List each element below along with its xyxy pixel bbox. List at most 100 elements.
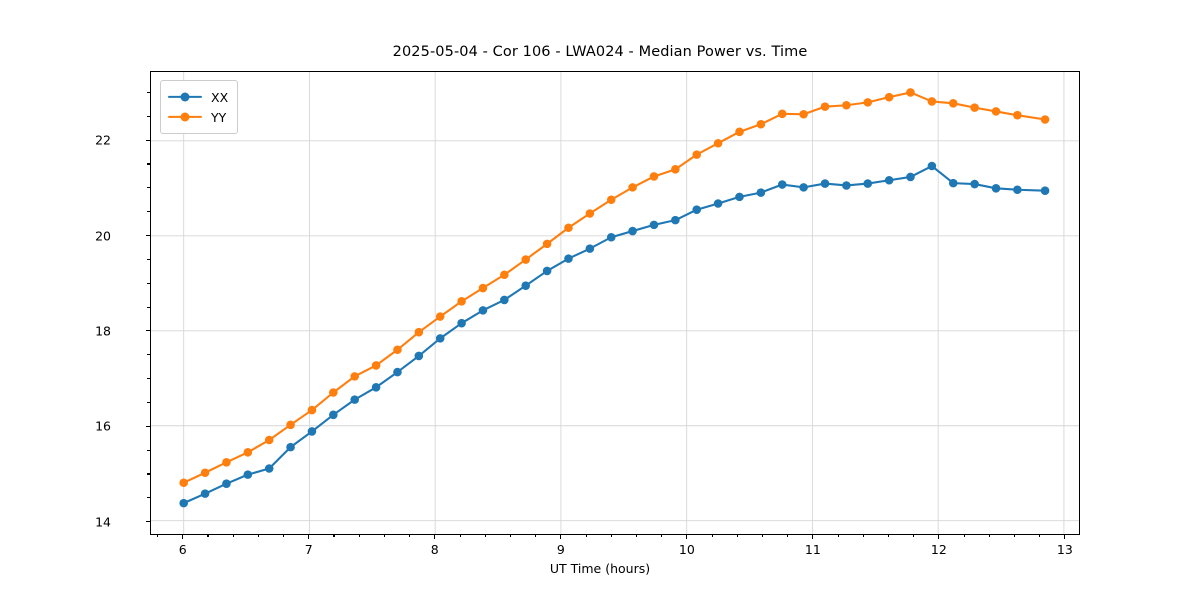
x-tick-label: 7 — [304, 542, 313, 557]
y-tick-mark — [145, 235, 150, 237]
x-tick-mark-minor — [963, 534, 965, 537]
data-point-yy — [799, 109, 808, 119]
data-point-xx — [863, 179, 873, 188]
data-point-xx — [756, 188, 766, 197]
data-point-yy — [585, 209, 595, 218]
y-tick-label: 18 — [95, 323, 111, 339]
x-tick-label: 10 — [678, 542, 695, 557]
x-tick-mark — [434, 534, 436, 539]
x-tick-mark-minor — [409, 534, 411, 537]
data-point-yy — [863, 98, 873, 107]
data-point-yy — [286, 420, 295, 430]
x-tick-label: 9 — [556, 542, 565, 557]
x-tick-mark-minor — [862, 534, 864, 537]
data-point-yy — [649, 172, 659, 181]
series-line-xx — [182, 164, 1047, 505]
data-point-yy — [927, 97, 937, 106]
x-tick-mark-minor — [1039, 534, 1041, 537]
x-tick-mark-minor — [509, 534, 511, 537]
x-tick-mark — [308, 534, 310, 539]
data-point-xx — [435, 334, 445, 343]
data-point-yy — [521, 255, 531, 264]
data-point-xx — [457, 318, 466, 328]
x-tick-label: 8 — [430, 542, 439, 557]
x-tick-mark-minor — [585, 534, 587, 537]
data-point-xx — [542, 266, 552, 276]
data-point-yy — [414, 327, 424, 337]
x-tick-mark-minor — [283, 534, 285, 537]
data-point-xx — [329, 410, 338, 420]
legend-item-xx[interactable]: XX — [168, 87, 228, 107]
x-tick-label: 12 — [930, 542, 947, 557]
data-point-xx — [628, 226, 637, 236]
x-axis-label: UT Time (hours) — [549, 561, 651, 576]
legend-marker-icon — [168, 91, 202, 103]
data-point-xx — [713, 199, 723, 208]
chart-legend[interactable]: XX YY — [160, 80, 239, 134]
x-tick-mark-minor — [257, 534, 259, 537]
data-point-xx — [671, 215, 680, 225]
legend-marker-icon — [168, 111, 202, 123]
data-point-yy — [350, 372, 360, 381]
y-tick-mark — [145, 425, 150, 427]
data-point-xx — [777, 180, 787, 189]
x-tick-mark-minor — [232, 534, 234, 537]
y-tick-label: 22 — [95, 132, 111, 148]
data-point-xx — [500, 295, 509, 305]
data-point-xx — [606, 232, 616, 242]
data-point-xx — [585, 244, 595, 253]
x-tick-mark-minor — [837, 534, 839, 537]
data-point-yy — [435, 312, 445, 321]
x-tick-mark-minor — [761, 534, 764, 537]
legend-item-yy[interactable]: YY — [168, 107, 228, 127]
data-point-yy — [906, 88, 915, 97]
x-tick-mark — [812, 534, 814, 539]
y-tick-mark — [145, 330, 150, 332]
x-tick-label: 13 — [1056, 542, 1073, 557]
y-tick-mark-minor — [147, 401, 150, 404]
data-point-yy — [713, 138, 723, 148]
data-point-xx — [991, 184, 1001, 193]
y-tick-mark-minor — [147, 115, 150, 117]
data-point-xx — [521, 281, 531, 290]
data-point-xx — [649, 220, 659, 230]
data-point-yy — [671, 165, 680, 174]
x-tick-mark — [182, 534, 184, 539]
data-point-yy — [564, 223, 573, 233]
data-point-xx — [179, 498, 188, 508]
x-tick-mark-minor — [157, 534, 159, 537]
data-point-xx — [414, 351, 424, 361]
data-point-yy — [542, 239, 552, 249]
data-point-yy — [820, 102, 830, 111]
x-tick-mark-minor — [1013, 534, 1016, 537]
x-tick-mark-minor — [635, 534, 638, 537]
x-tick-mark-minor — [913, 534, 915, 537]
data-point-xx — [1040, 186, 1050, 195]
data-point-xx — [264, 464, 274, 473]
data-point-xx — [970, 179, 979, 189]
y-tick-mark-minor — [147, 258, 150, 260]
data-point-yy — [500, 270, 509, 280]
y-tick-mark-minor — [147, 378, 150, 380]
data-point-xx — [735, 192, 744, 202]
x-tick-mark — [938, 534, 940, 539]
data-point-yy — [329, 388, 338, 397]
y-tick-label: 16 — [95, 418, 111, 434]
y-tick-label: 20 — [95, 228, 111, 244]
data-point-yy — [948, 99, 958, 108]
x-tick-mark-minor — [535, 534, 537, 537]
x-tick-mark-minor — [661, 534, 663, 537]
data-point-xx — [243, 470, 253, 479]
x-tick-mark-minor — [787, 534, 789, 537]
data-point-yy — [1040, 115, 1050, 124]
data-point-yy — [777, 109, 787, 119]
data-point-xx — [906, 172, 915, 182]
data-point-xx — [820, 179, 830, 188]
x-tick-mark-minor — [333, 534, 335, 537]
y-tick-mark-minor — [147, 473, 150, 475]
y-tick-mark-minor — [147, 354, 150, 356]
data-point-yy — [884, 92, 894, 102]
x-tick-mark-minor — [711, 534, 713, 537]
y-tick-mark-minor — [147, 91, 150, 94]
